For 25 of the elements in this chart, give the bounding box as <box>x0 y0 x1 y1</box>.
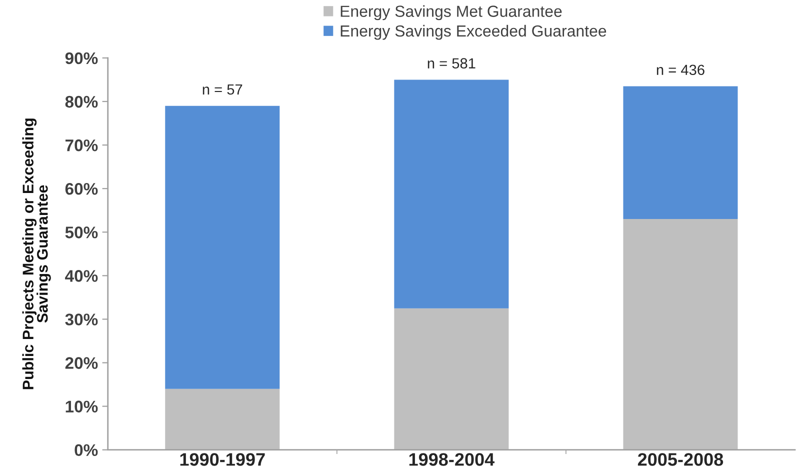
y-tick-label: 0% <box>74 444 98 456</box>
bar <box>623 86 738 220</box>
y-axis-title: Public Projects Meeting or Exceeding Savings Guarantee <box>22 118 51 390</box>
y-tick-label: 90% <box>65 52 98 64</box>
bar <box>394 80 509 308</box>
y-tick-label: 20% <box>65 357 98 369</box>
bar <box>165 388 280 450</box>
y-tick-label: 40% <box>65 270 98 282</box>
annotation: n = 581 <box>428 58 476 69</box>
x-tick-label: 2005-2008 <box>638 453 724 466</box>
annotation: n = 57 <box>202 84 242 95</box>
y-tick-label: 30% <box>65 314 98 326</box>
y-tick-label: 50% <box>65 226 98 238</box>
y-tick-label: 60% <box>65 182 98 195</box>
bar <box>394 308 509 450</box>
bar <box>165 106 280 389</box>
y-tick-label: 70% <box>66 139 98 152</box>
y-tick-label: 10% <box>66 400 98 412</box>
x-tick-label: 1990-1997 <box>180 453 265 466</box>
bar <box>623 219 738 450</box>
annotation: n = 436 <box>656 64 704 76</box>
legend-label: Energy Savings Met Guarantee <box>340 5 562 20</box>
x-tick-label: 1998-2004 <box>409 453 495 466</box>
y-tick-label: 80% <box>65 96 98 108</box>
legend-label: Energy Savings Exceeded Guarantee <box>340 24 606 40</box>
